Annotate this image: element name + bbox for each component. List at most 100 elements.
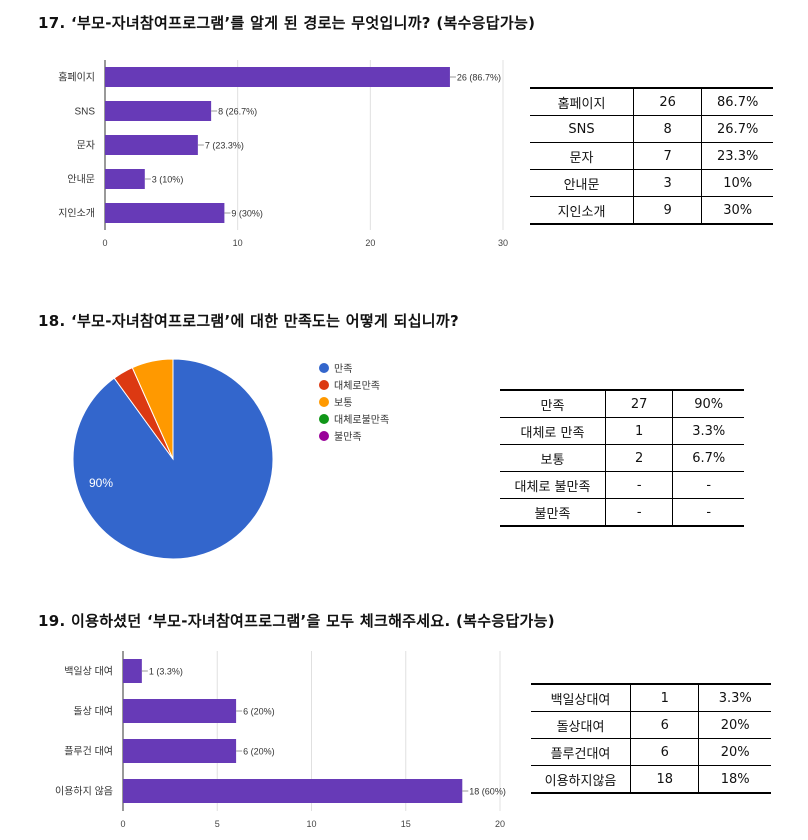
q17-data-label: 3 (10%) bbox=[152, 175, 184, 185]
table-cell: 3.3% bbox=[698, 683, 771, 712]
q19-category-label: 이용하지 않음 bbox=[55, 785, 113, 798]
table-cell: 86.7% bbox=[701, 87, 773, 116]
q19-tick-label: 0 bbox=[120, 819, 125, 829]
table-cell: 플루건대여 bbox=[531, 738, 631, 766]
table-row: 보통 2 6.7% bbox=[500, 444, 744, 472]
q18-result-table: 만족 27 90% 대체로 만족 1 3.3% 보통 2 6.7% 대체로 불만족 - - 불만족 - - bbox=[500, 389, 744, 527]
q17-data-label: 7 (23.3%) bbox=[205, 141, 244, 151]
q19-title: 19. 이용하셨던 ‘부모-자녀참여프로그램’을 모두 체크해주세요. (복수응… bbox=[38, 612, 555, 630]
q19-category-label: 플루건 대여 bbox=[64, 746, 113, 758]
q19-bar bbox=[123, 739, 237, 763]
table-cell: 18 bbox=[629, 765, 699, 794]
q17-category-label: 홈페이지 bbox=[58, 71, 95, 84]
q17-category-label: 지인소개 bbox=[58, 208, 95, 220]
q19-tick-label: 10 bbox=[306, 819, 316, 829]
q17-bar bbox=[105, 169, 145, 189]
table-cell: 9 bbox=[633, 196, 702, 225]
q17-bar-chart: 0 10 20 30 홈페이지 26 (86.7%) SNS 8 (26.7%) 문자 7 (23… bbox=[58, 60, 508, 248]
q17-category-label: 안내문 bbox=[67, 174, 95, 186]
table-cell: 만족 bbox=[500, 389, 606, 418]
table-row: 홈페이지 26 86.7% bbox=[530, 87, 773, 116]
q17-data-label: 9 (30%) bbox=[231, 209, 263, 219]
q19-data-label: 1 (3.3%) bbox=[149, 667, 183, 677]
table-cell: 3 bbox=[633, 169, 702, 197]
table-row: 대체로 만족 1 3.3% bbox=[500, 417, 744, 445]
q19-bar bbox=[123, 659, 142, 683]
legend-label: 불만족 bbox=[334, 431, 362, 443]
q17-tick-label: 20 bbox=[365, 238, 375, 248]
table-cell: 20% bbox=[698, 711, 771, 739]
legend-swatch bbox=[319, 431, 329, 441]
q17-tick-label: 30 bbox=[498, 238, 508, 248]
q17-bar bbox=[105, 203, 225, 223]
q19-category-label: 돌상 대여 bbox=[73, 706, 113, 718]
table-cell: 26 bbox=[633, 87, 702, 116]
table-cell: 대체로 만족 bbox=[500, 417, 606, 445]
table-cell: 불만족 bbox=[500, 498, 606, 527]
q18-title: 18. ‘부모-자녀참여프로그램’에 대한 만족도는 어떻게 되십니까? bbox=[38, 312, 460, 330]
q19-tick-label: 15 bbox=[401, 819, 411, 829]
table-cell: 8 bbox=[633, 115, 702, 143]
legend-swatch bbox=[319, 380, 329, 390]
table-cell: - bbox=[604, 471, 673, 499]
q17-category-label: 문자 bbox=[77, 140, 95, 152]
q19-data-label: 6 (20%) bbox=[243, 747, 275, 757]
q17-title: 17. ‘부모-자녀참여프로그램’를 알게 된 경로는 무엇입니까? (복수응답… bbox=[38, 14, 536, 32]
legend-label: 대체로불만족 bbox=[334, 414, 389, 426]
table-row: 안내문 3 10% bbox=[530, 169, 773, 197]
q17-data-label: 26 (86.7%) bbox=[457, 73, 501, 83]
table-cell: SNS bbox=[530, 115, 634, 143]
table-cell: 지인소개 bbox=[530, 196, 634, 225]
table-cell: 30% bbox=[701, 196, 773, 225]
table-cell: - bbox=[672, 498, 744, 527]
q17-data-label: 8 (26.7%) bbox=[218, 107, 257, 117]
legend-swatch bbox=[319, 414, 329, 424]
table-cell: 26.7% bbox=[701, 115, 773, 143]
table-cell: 7 bbox=[633, 142, 702, 170]
legend-label: 대체로만족 bbox=[334, 380, 380, 392]
legend-label: 보통 bbox=[334, 397, 352, 409]
table-cell: 홈페이지 bbox=[530, 87, 634, 116]
table-row: 대체로 불만족 - - bbox=[500, 471, 744, 499]
table-row: 만족 27 90% bbox=[500, 389, 744, 418]
table-cell: 안내문 bbox=[530, 169, 634, 197]
table-cell: 6 bbox=[629, 738, 699, 766]
table-row: 문자 7 23.3% bbox=[530, 142, 773, 170]
table-cell: 18% bbox=[698, 765, 771, 794]
table-cell: 1 bbox=[604, 417, 673, 445]
table-cell: 백일상대여 bbox=[531, 683, 631, 712]
q19-tick-label: 5 bbox=[215, 819, 220, 829]
table-cell: 보통 bbox=[500, 444, 606, 472]
legend-label: 만족 bbox=[334, 363, 352, 375]
table-row: 불만족 - - bbox=[500, 498, 744, 527]
table-row: 이용하지않음 18 18% bbox=[531, 765, 771, 794]
q19-bar-chart: 0 5 10 15 20 백일상 대여 1 (3.3%) 돌상 대여 6 (20%) 플루건 대여… bbox=[55, 651, 506, 829]
q17-bar bbox=[105, 67, 450, 87]
table-cell: 2 bbox=[604, 444, 673, 472]
pie-slice-label: 90% bbox=[89, 476, 113, 490]
table-cell: 6.7% bbox=[672, 444, 744, 472]
q17-tick-label: 10 bbox=[233, 238, 243, 248]
table-cell: 20% bbox=[698, 738, 771, 766]
table-cell: 문자 bbox=[530, 142, 634, 170]
table-row: SNS 8 26.7% bbox=[530, 115, 773, 143]
q19-bar bbox=[123, 779, 463, 803]
q19-result-table: 백일상대여 1 3.3% 돌상대여 6 20% 플루건대여 6 20% 이용하지않음 18 18% bbox=[531, 683, 771, 794]
table-cell: 23.3% bbox=[701, 142, 773, 170]
q17-bar bbox=[105, 135, 198, 155]
q17-category-label: SNS bbox=[74, 107, 95, 118]
table-cell: 이용하지않음 bbox=[531, 765, 631, 794]
table-cell: 돌상대여 bbox=[531, 711, 631, 739]
q19-data-label: 6 (20%) bbox=[243, 707, 275, 717]
q19-data-label: 18 (60%) bbox=[469, 787, 506, 797]
q17-bar bbox=[105, 101, 212, 121]
table-cell: 27 bbox=[604, 389, 673, 418]
legend-swatch bbox=[319, 397, 329, 407]
table-row: 지인소개 9 30% bbox=[530, 196, 773, 225]
legend-swatch bbox=[319, 363, 329, 373]
table-row: 백일상대여 1 3.3% bbox=[531, 683, 771, 712]
table-cell: 6 bbox=[629, 711, 699, 739]
table-cell: - bbox=[672, 471, 744, 499]
table-row: 플루건대여 6 20% bbox=[531, 738, 771, 766]
